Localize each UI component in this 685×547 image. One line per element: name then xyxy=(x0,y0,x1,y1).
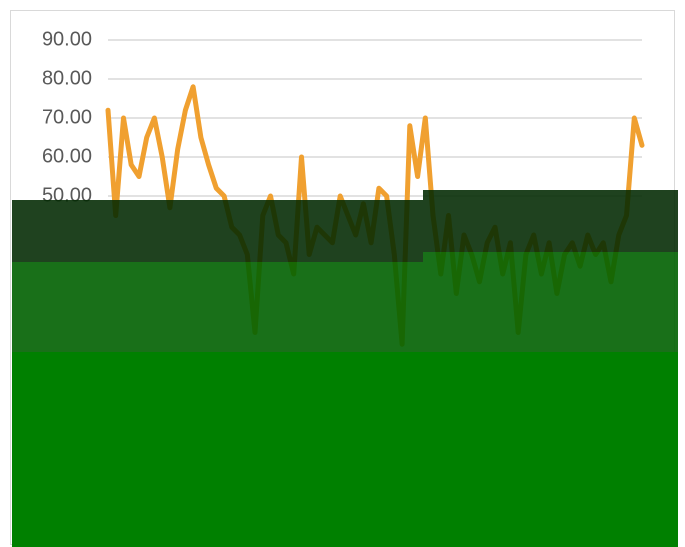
glitch-block xyxy=(12,262,423,352)
y-tick-label: 60.00 xyxy=(42,145,92,167)
glitch-block xyxy=(12,352,678,547)
y-tick-label: 90.00 xyxy=(42,28,92,50)
y-tick-label: 70.00 xyxy=(42,106,92,128)
glitch-overlay xyxy=(12,190,678,547)
glitch-block xyxy=(423,190,678,252)
chart: 50.0060.0070.0080.0090.00 xyxy=(0,0,685,547)
glitch-block xyxy=(12,200,423,262)
glitch-block xyxy=(423,252,678,352)
y-tick-label: 80.00 xyxy=(42,67,92,89)
